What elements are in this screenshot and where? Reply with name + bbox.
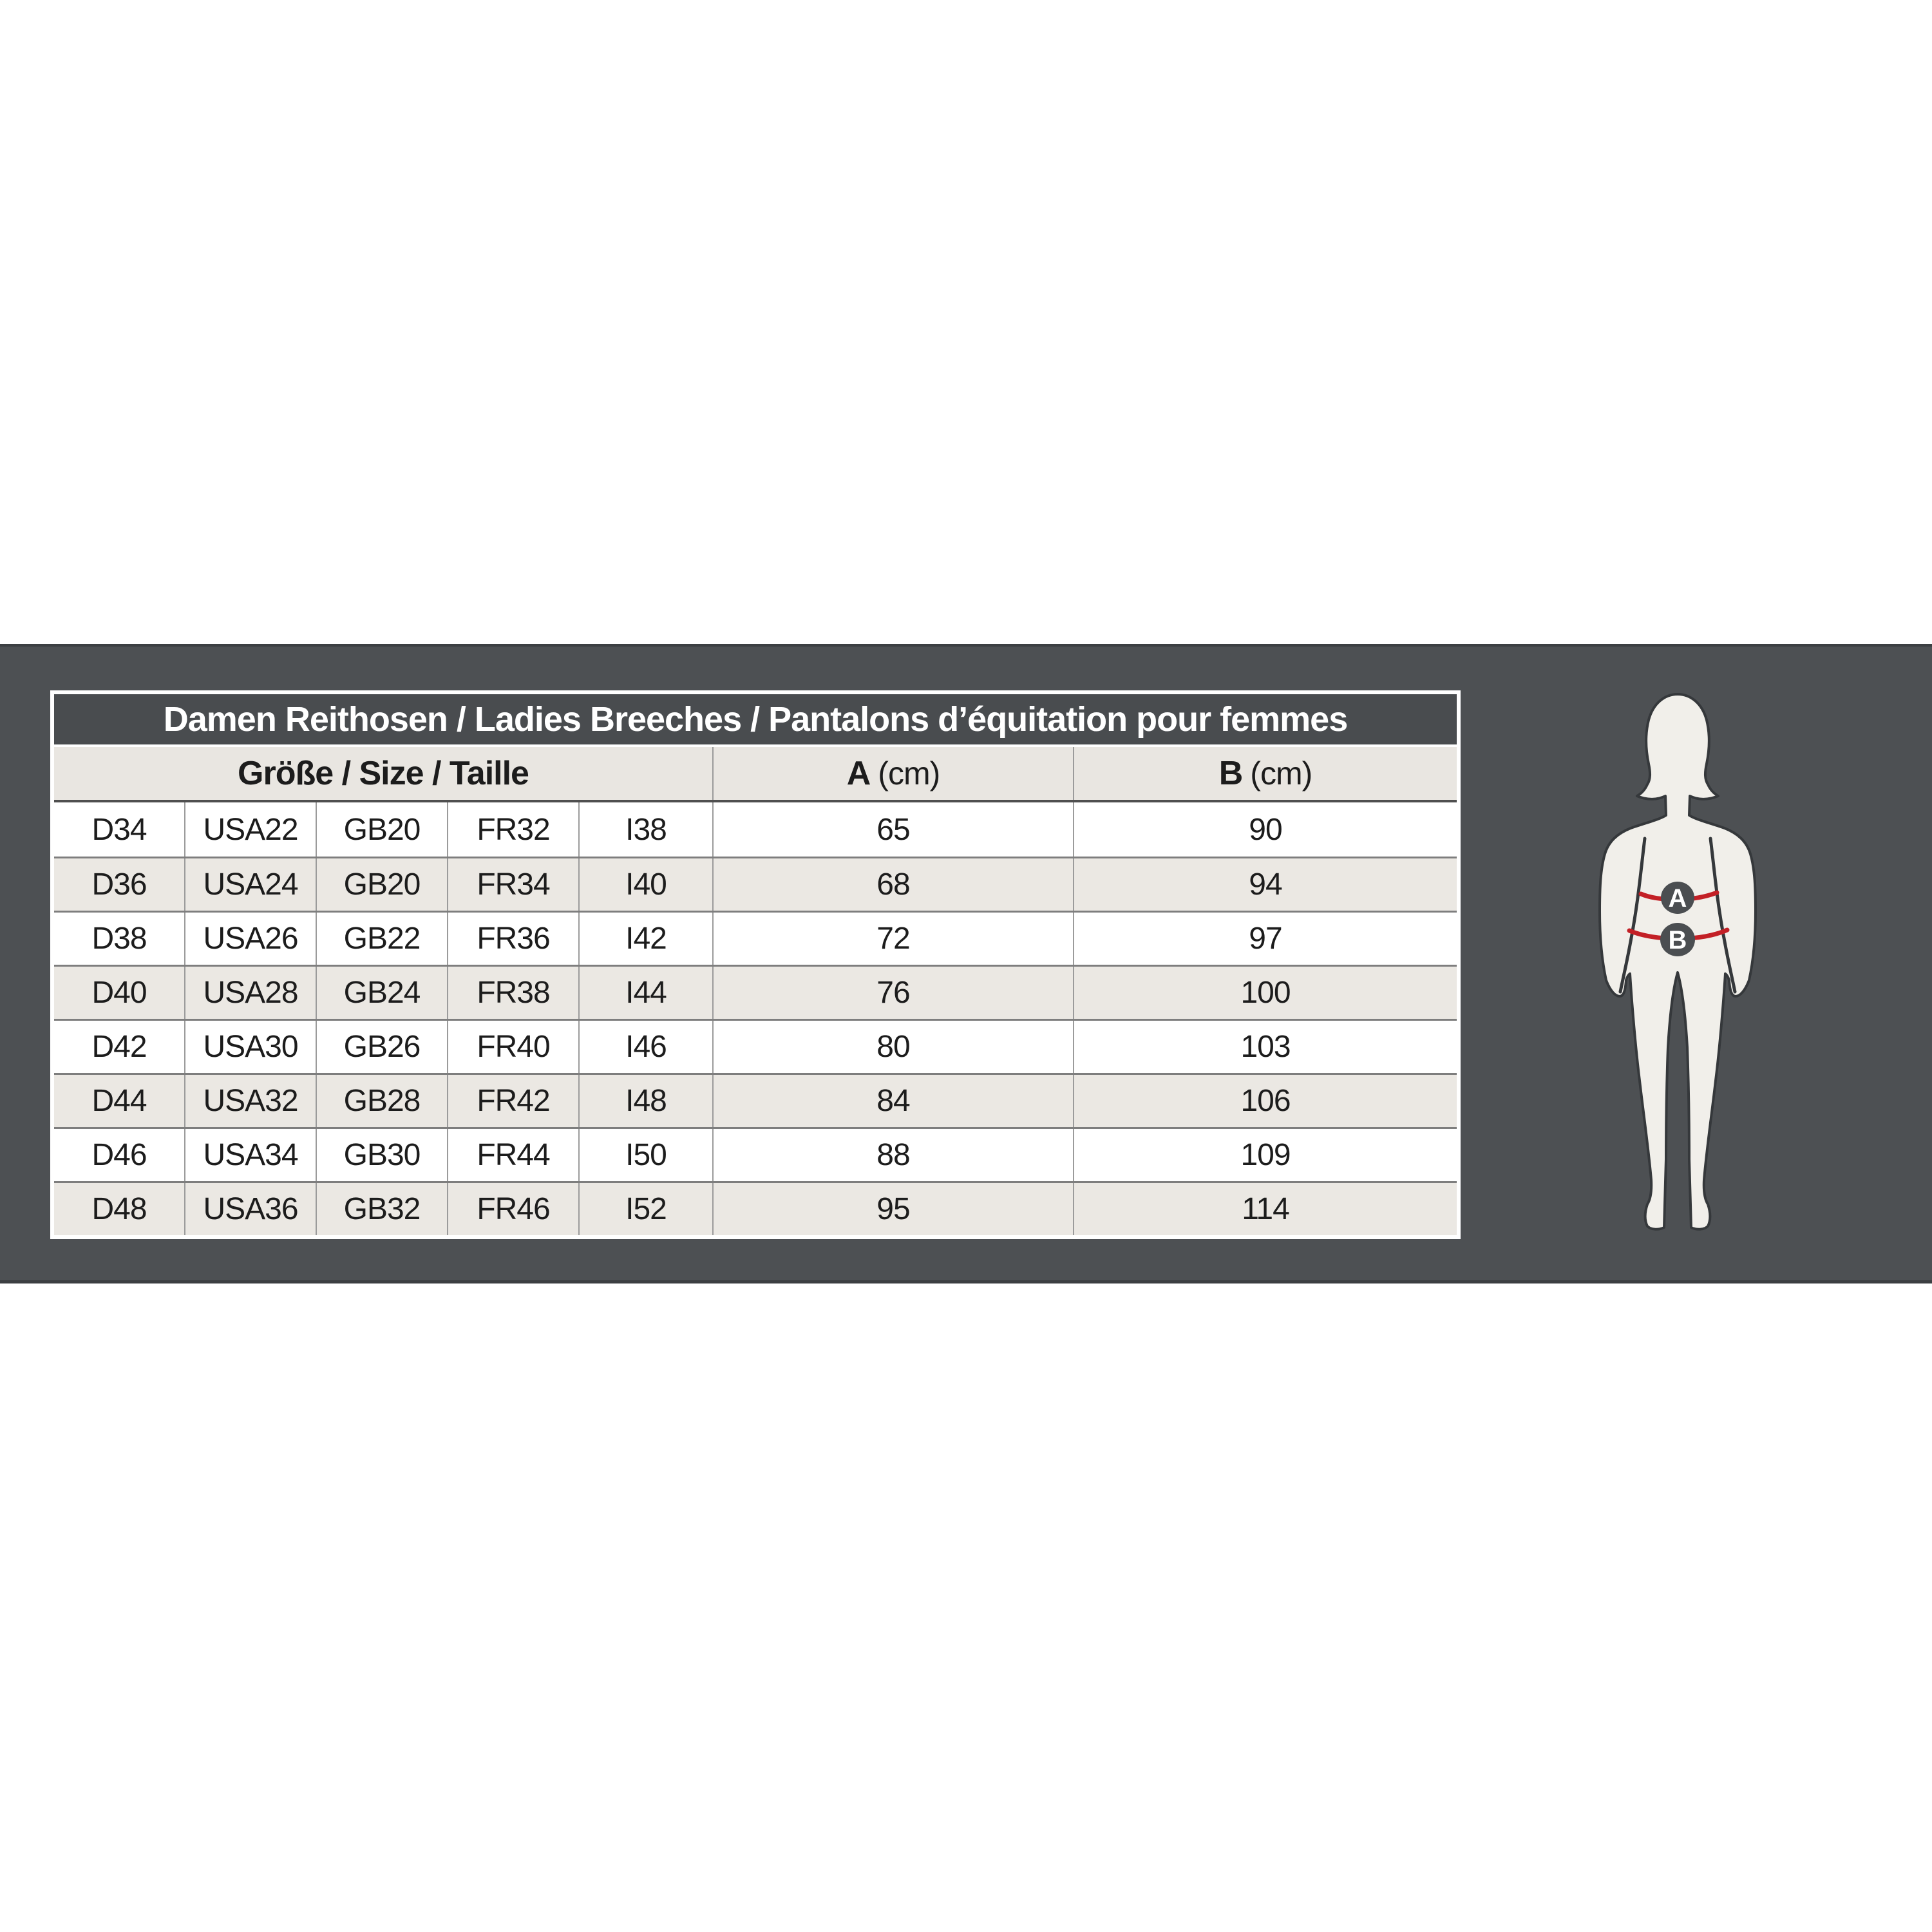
cell-size-d: D40 (54, 967, 185, 1019)
cell-size-usa: USA26 (185, 913, 317, 965)
cell-size-fr: FR36 (448, 913, 580, 965)
cell-size-i: I46 (580, 1021, 714, 1073)
cell-measure-b: 90 (1249, 812, 1282, 847)
cell-measure-a: 84 (714, 1075, 1074, 1127)
cell-size-usa: USA32 (185, 1075, 317, 1127)
cell-size-fr: FR46 (448, 1183, 580, 1235)
cell-size-gb: GB20 (317, 802, 448, 857)
table-row: D48 USA36 GB32 FR46 I52 95 114 (54, 1181, 1457, 1235)
cell-size-usa: USA30 (185, 1021, 317, 1073)
cell-size-usa: USA24 (185, 858, 317, 911)
cell-size-fr: FR32 (448, 802, 580, 857)
cell-size-usa: USA28 (185, 967, 317, 1019)
cell-size-i: I40 (580, 858, 714, 911)
cell-measure-b: 106 (1240, 1084, 1291, 1118)
cell-size-i: I50 (580, 1129, 714, 1181)
cell-measure-b: 114 (1242, 1192, 1290, 1226)
size-chart-table: Damen Reithosen / Ladies Breeches / Pant… (50, 690, 1461, 1239)
cell-size-i: I52 (580, 1183, 714, 1235)
table-row: D42 USA30 GB26 FR40 I46 80 103 (54, 1019, 1457, 1073)
cell-size-fr: FR34 (448, 858, 580, 911)
cell-measure-a: 88 (714, 1129, 1074, 1181)
marker-b-badge (1660, 923, 1695, 956)
cell-size-gb: GB20 (317, 858, 448, 911)
cell-size-d: D46 (54, 1129, 185, 1181)
cell-size-gb: GB22 (317, 913, 448, 965)
cell-size-fr: FR42 (448, 1075, 580, 1127)
cell-size-gb: GB32 (317, 1183, 448, 1235)
marker-a-letter: A (1669, 884, 1687, 913)
cell-measure-b: 103 (1240, 1030, 1291, 1064)
woman-silhouette-figure: A B (1598, 693, 1757, 1231)
cell-size-fr: FR44 (448, 1129, 580, 1181)
cell-measure-a: 72 (714, 913, 1074, 965)
cell-measure-a: 65 (714, 802, 1074, 857)
marker-b-letter: B (1669, 926, 1687, 954)
table-title: Damen Reithosen / Ladies Breeches / Pant… (54, 694, 1457, 744)
cell-size-d: D34 (54, 802, 185, 857)
table-title-text: Damen Reithosen / Ladies Breeches / Pant… (163, 700, 1348, 739)
cell-measure-a: 95 (714, 1183, 1074, 1235)
cell-size-i: I44 (580, 967, 714, 1019)
table-row: D36 USA24 GB20 FR34 I40 68 94 (54, 857, 1457, 911)
cell-measure-b: 97 (1249, 922, 1282, 956)
cell-measure-a: 68 (714, 858, 1074, 911)
cell-size-d: D42 (54, 1021, 185, 1073)
cell-size-i: I38 (580, 802, 714, 857)
cell-size-usa: USA22 (185, 802, 317, 857)
cell-size-i: I42 (580, 913, 714, 965)
cell-measure-a: 76 (714, 967, 1074, 1019)
table-row: D40 USA28 GB24 FR38 I44 76 100 (54, 965, 1457, 1019)
cell-size-gb: GB24 (317, 967, 448, 1019)
cell-size-usa: USA34 (185, 1129, 317, 1181)
header-size: Größe / Size / Taille (54, 747, 714, 800)
cell-measure-b: 109 (1240, 1138, 1291, 1172)
cell-measure-b: 100 (1240, 976, 1291, 1010)
table-row: D38 USA26 GB22 FR36 I42 72 97 (54, 911, 1457, 965)
cell-measure-a: 80 (714, 1021, 1074, 1073)
table-header-row: Größe / Size / Taille A (cm) B (cm) (54, 747, 1457, 802)
cell-size-gb: GB28 (317, 1075, 448, 1127)
cell-measure-b: 94 (1249, 867, 1282, 902)
cell-size-d: D38 (54, 913, 185, 965)
woman-body-outline (1598, 693, 1757, 1231)
header-a-cm: A (cm) (714, 747, 1074, 800)
cell-size-usa: USA36 (185, 1183, 317, 1235)
marker-a-badge (1661, 882, 1694, 914)
table-row: D44 USA32 GB28 FR42 I48 84 106 (54, 1073, 1457, 1127)
table-row: D46 USA34 GB30 FR44 I50 88 109 (54, 1127, 1457, 1181)
cell-size-d: D44 (54, 1075, 185, 1127)
cell-size-i: I48 (580, 1075, 714, 1127)
cell-size-fr: FR38 (448, 967, 580, 1019)
cell-size-gb: GB26 (317, 1021, 448, 1073)
table-row: D34 USA22 GB20 FR32 I38 65 90 (54, 802, 1457, 857)
cell-size-fr: FR40 (448, 1021, 580, 1073)
header-b-cm: B (cm) (1218, 755, 1313, 792)
cell-size-d: D48 (54, 1183, 185, 1235)
table-body: D34 USA22 GB20 FR32 I38 65 90 D36 USA24 … (54, 802, 1457, 1235)
cell-size-gb: GB30 (317, 1129, 448, 1181)
cell-size-d: D36 (54, 858, 185, 911)
